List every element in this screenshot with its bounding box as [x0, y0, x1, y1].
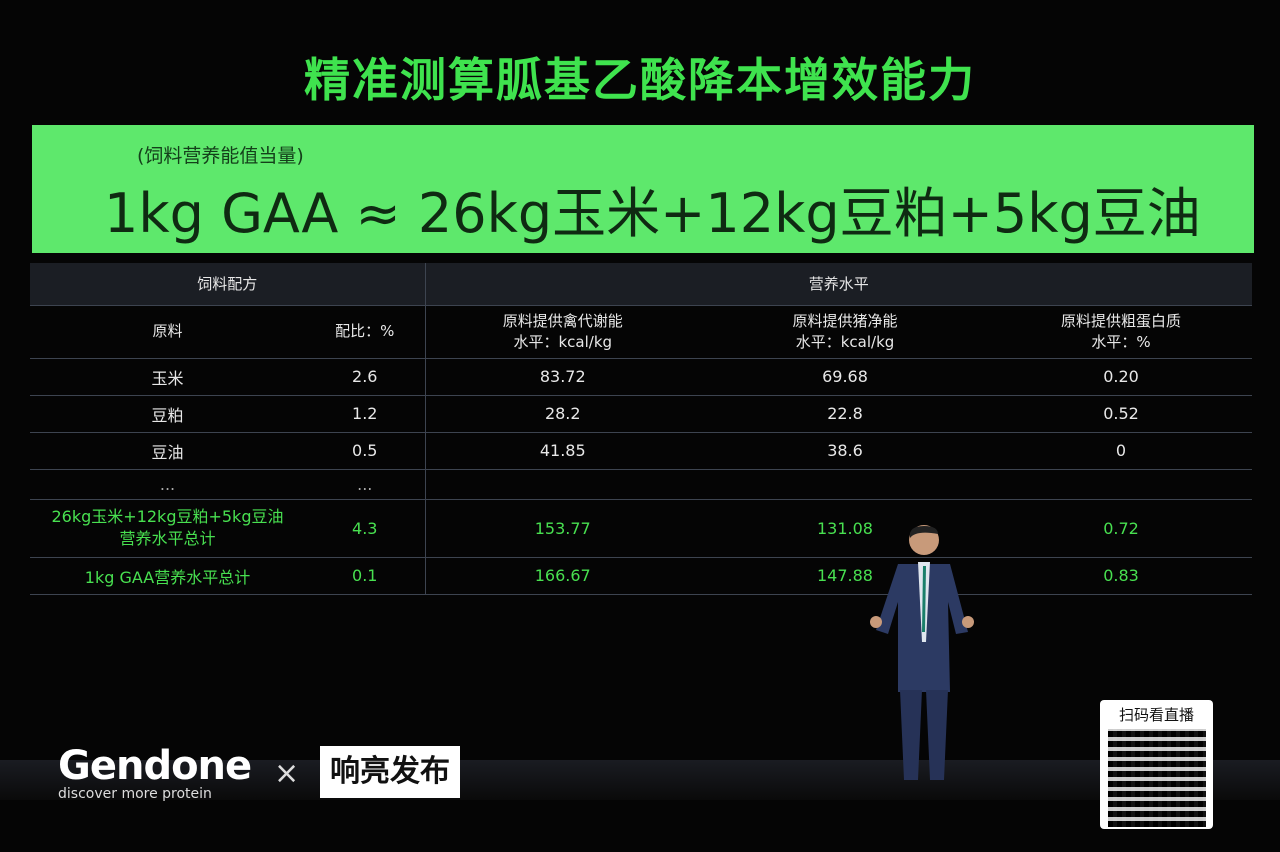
table-cell: 38.6 [700, 432, 990, 470]
table-cell: 166.67 [424, 557, 700, 595]
table-row: 豆油 0.5 41.85 38.6 0 [30, 432, 1252, 470]
gendone-logo: Gendone [58, 743, 252, 789]
group-header: 饲料配方 [30, 263, 425, 306]
table-cell: ... [305, 469, 425, 500]
qr-label: 扫码看直播 [1118, 706, 1194, 724]
table-cell: 1kg GAA营养水平总计 [30, 557, 305, 595]
table-cell: ... [30, 469, 305, 500]
table-cell: 4.3 [305, 499, 425, 558]
nutrition-table: 饲料配方 营养水平 原料 配比：% 原料提供禽代谢能 水平：kcal/kg 原料提供猪… [30, 263, 1252, 595]
group-header: 营养水平 [424, 263, 1252, 306]
column-header-row: 原料 配比：% 原料提供禽代谢能 水平：kcal/kg 原料提供猪净能 水平：kcal… [30, 305, 1252, 359]
table-cell: 22.8 [700, 395, 990, 433]
group-header-row: 饲料配方 营养水平 [30, 263, 1252, 306]
column-header: 原料提供禽代谢能 水平：kcal/kg [424, 305, 700, 359]
table-cell: 0.1 [305, 557, 425, 595]
table-cell: 83.72 [424, 358, 700, 396]
stage-floor [0, 760, 1280, 800]
table-cell [700, 469, 990, 500]
qr-code-card[interactable]: 扫码看直播 [1100, 700, 1213, 829]
table-row: ...... [30, 469, 1252, 500]
table-cell: 2.6 [305, 358, 425, 396]
table-cell: 69.68 [700, 358, 990, 396]
table-row: 玉米 2.6 83.72 69.68 0.20 [30, 358, 1252, 396]
table-cell: 豆粕 [30, 395, 305, 433]
table-cell: 豆油 [30, 432, 305, 470]
banner-formula: 1kg GAA ≈ 26kg玉米+12kg豆粕+5kg豆油 [104, 182, 1201, 245]
partner-logo: 响亮发布 [320, 746, 460, 798]
table-cell: 26kg玉米+12kg豆粕+5kg豆油 营养水平总计 [30, 499, 305, 558]
table-cell: 玉米 [30, 358, 305, 396]
collab-separator: × [274, 756, 300, 791]
column-header: 原料 [30, 305, 305, 359]
table-cell: 0.72 [990, 499, 1252, 558]
column-header: 配比：% [305, 305, 425, 359]
table-cell: 131.08 [700, 499, 990, 558]
table-row: 26kg玉米+12kg豆粕+5kg豆油 营养水平总计 4.3 153.77 131.0… [30, 499, 1252, 558]
table-cell: 153.77 [424, 499, 700, 558]
table-cell: 0.5 [305, 432, 425, 470]
table-cell: 0.20 [990, 358, 1252, 396]
column-header: 原料提供猪净能 水平：kcal/kg [700, 305, 990, 359]
formula-banner: (饲料营养能值当量) 1kg GAA ≈ 26kg玉米+12kg豆粕+5kg豆油 [32, 125, 1254, 253]
table-cell: 1.2 [305, 395, 425, 433]
table-cell [990, 469, 1252, 500]
logo-tagline: discover more protein [58, 786, 212, 802]
speaker-figure [870, 525, 974, 780]
banner-subtitle: (饲料营养能值当量) [137, 145, 304, 167]
table-cell: 0.83 [990, 557, 1252, 595]
slide-title: 精准测算胍基乙酸降本增效能力 [304, 53, 976, 107]
table-row: 豆粕 1.2 28.2 22.8 0.52 [30, 395, 1252, 433]
table-cell: 0.52 [990, 395, 1252, 433]
table-cell: 41.85 [424, 432, 700, 470]
table-cell: 28.2 [424, 395, 700, 433]
column-header: 原料提供粗蛋白质 水平：% [990, 305, 1252, 359]
table-row: 1kg GAA营养水平总计 0.1 166.67 147.88 0.83 [30, 557, 1252, 595]
table-cell [424, 469, 700, 500]
table-cell: 0 [990, 432, 1252, 470]
qr-code-icon [1107, 729, 1206, 827]
